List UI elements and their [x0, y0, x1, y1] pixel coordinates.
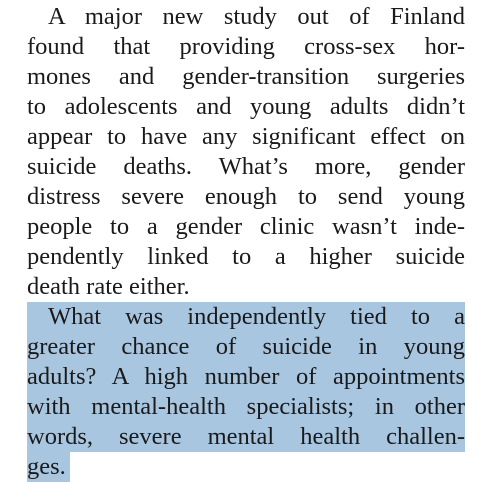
- text-line: adults? A high number of appointments: [27, 362, 465, 392]
- text-line: found that providing cross-sex hor-: [27, 33, 465, 60]
- text-line: greater chance of suicide in young: [27, 332, 465, 362]
- page: A major new study out of Finland found th…: [27, 3, 465, 482]
- text-line: distress severe enough to send young: [27, 183, 465, 210]
- text-line: pendently linked to a higher suicide: [27, 243, 465, 270]
- text-line: to adolescents and young adults didn’t: [27, 93, 465, 120]
- text-line: with mental-health specialists; in other: [27, 392, 465, 422]
- text-line: words, severe mental health challen-: [27, 422, 465, 452]
- paragraph: What was independently tied to a greater …: [21, 302, 465, 482]
- text-line: ges.: [27, 452, 70, 482]
- paragraph: A major new study out of Finland found th…: [27, 2, 465, 302]
- text-line: A major new study out of Finland: [48, 3, 465, 30]
- text-line: mones and gender-transition surgeries: [27, 63, 465, 90]
- text-line: suicide deaths. What’s more, gender: [27, 153, 465, 180]
- text-line: What was independently tied to a: [27, 302, 465, 332]
- text-line: death rate either.: [27, 273, 190, 300]
- article-text: A major new study out of Finland found th…: [27, 2, 465, 482]
- text-line: appear to have any significant effect on: [27, 123, 465, 150]
- text-line: people to a gender clinic wasn’t inde-: [27, 213, 465, 240]
